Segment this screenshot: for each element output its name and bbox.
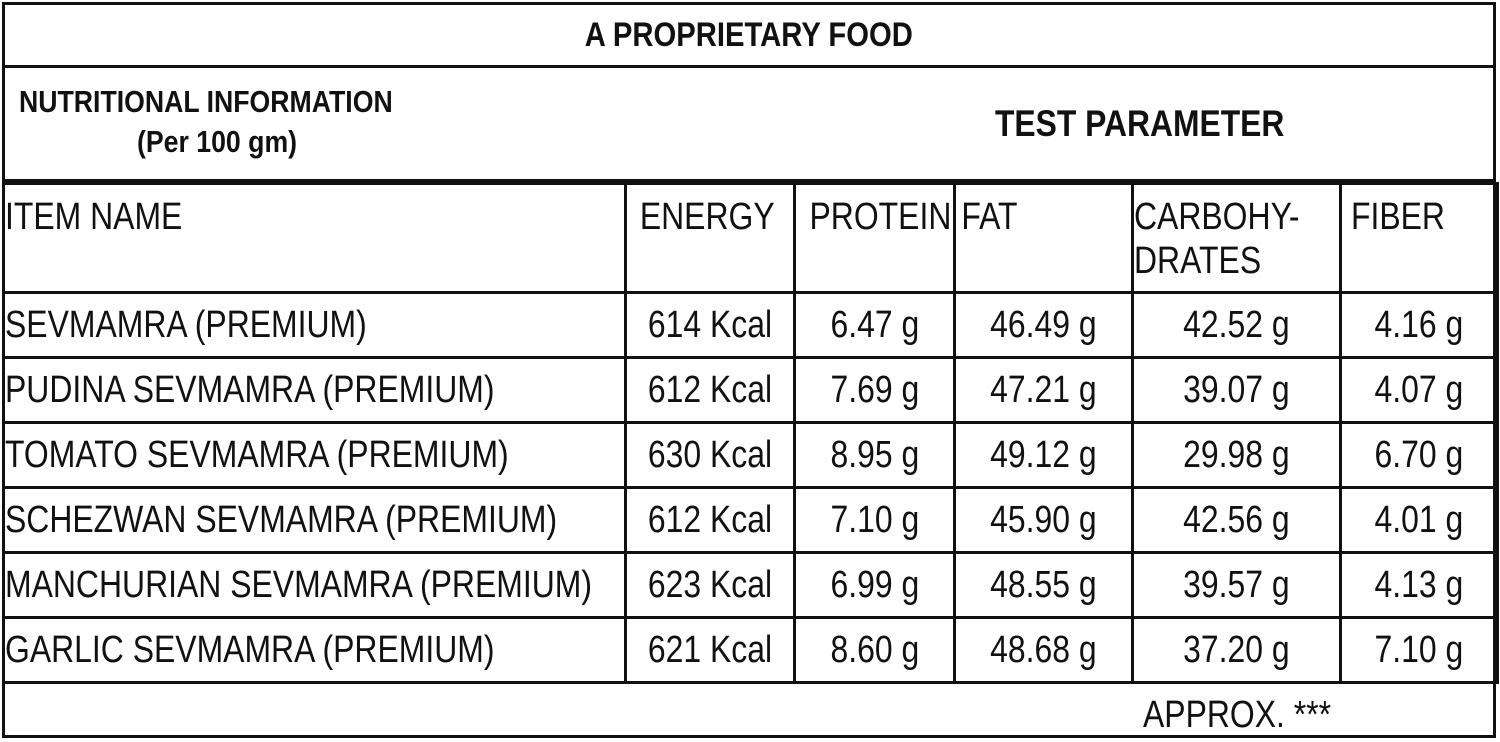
cell-carbohydrates: 39.07 g [1131,356,1342,424]
table-title: A PROPRIETARY FOOD [584,15,914,54]
cell-protein: 7.69 g [793,356,956,424]
cell-item-name: PUDINA SEVMAMRA (PREMIUM) [2,356,627,424]
table-row: MANCHURIAN SEVMAMRA (PREMIUM) 623 Kcal 6.9… [2,551,1499,619]
nutritional-info-label: NUTRITIONAL INFORMATION [19,84,393,119]
title-row: A PROPRIETARY FOOD [5,5,1493,68]
cell-energy: 614 Kcal [624,291,796,359]
cell-fat: 48.68 g [953,616,1134,684]
cell-energy: 623 Kcal [624,551,796,619]
info-row: NUTRITIONAL INFORMATION (Per 100 gm) TES… [5,68,1493,182]
approx-footnote: APPROX. *** [1143,694,1332,736]
table-row: SCHEZWAN SEVMAMRA (PREMIUM) 612 Kcal 7.10 … [2,486,1499,554]
cell-energy: 621 Kcal [624,616,796,684]
cell-fat: 46.49 g [953,291,1134,359]
nutrition-data-table: ITEM NAME ENERGY PROTEIN FAT CARBOHY- DR… [2,182,1499,684]
cell-fiber: 6.70 g [1339,421,1499,489]
cell-protein: 8.60 g [793,616,956,684]
cell-carbohydrates: 37.20 g [1131,616,1342,684]
cell-item-name: GARLIC SEVMAMRA (PREMIUM) [2,616,627,684]
cell-fiber: 4.13 g [1339,551,1499,619]
column-header-energy: ENERGY [624,182,796,294]
column-header-fiber: FIBER [1339,182,1499,294]
cell-energy: 612 Kcal [624,356,796,424]
footnote-row: APPROX. *** [5,688,1493,738]
cell-protein: 6.47 g [793,291,956,359]
column-header-item-name: ITEM NAME [2,182,627,294]
cell-item-name: SCHEZWAN SEVMAMRA (PREMIUM) [2,486,627,554]
column-header-protein: PROTEIN [793,182,956,294]
cell-energy: 630 Kcal [624,421,796,489]
cell-fat: 49.12 g [953,421,1134,489]
cell-fiber: 4.07 g [1339,356,1499,424]
cell-fiber: 7.10 g [1339,616,1499,684]
cell-fat: 45.90 g [953,486,1134,554]
cell-item-name: MANCHURIAN SEVMAMRA (PREMIUM) [2,551,627,619]
cell-item-name: TOMATO SEVMAMRA (PREMIUM) [2,421,627,489]
per-100gm-label: (Per 100 gm) [137,124,298,159]
column-header-row: ITEM NAME ENERGY PROTEIN FAT CARBOHY- DR… [2,182,1499,294]
cell-protein: 8.95 g [793,421,956,489]
cell-fiber: 4.01 g [1339,486,1499,554]
cell-carbohydrates: 39.57 g [1131,551,1342,619]
cell-carbohydrates: 42.56 g [1131,486,1342,554]
nutritional-info-heading: NUTRITIONAL INFORMATION (Per 100 gm) [19,82,439,162]
cell-fat: 48.55 g [953,551,1134,619]
cell-energy: 612 Kcal [624,486,796,554]
cell-carbohydrates: 29.98 g [1131,421,1342,489]
cell-carbohydrates: 42.52 g [1131,291,1342,359]
column-header-fat: FAT [953,182,1134,294]
test-parameter-heading: TEST PARAMETER [995,103,1285,144]
cell-protein: 7.10 g [793,486,956,554]
cell-item-name: SEVMAMRA (PREMIUM) [2,291,627,359]
cell-fat: 47.21 g [953,356,1134,424]
carbohydrates-label: CARBOHY- DRATES [1134,196,1300,282]
cell-fiber: 4.16 g [1339,291,1499,359]
cell-protein: 6.99 g [793,551,956,619]
column-header-carbohydrates: CARBOHY- DRATES [1131,182,1342,294]
